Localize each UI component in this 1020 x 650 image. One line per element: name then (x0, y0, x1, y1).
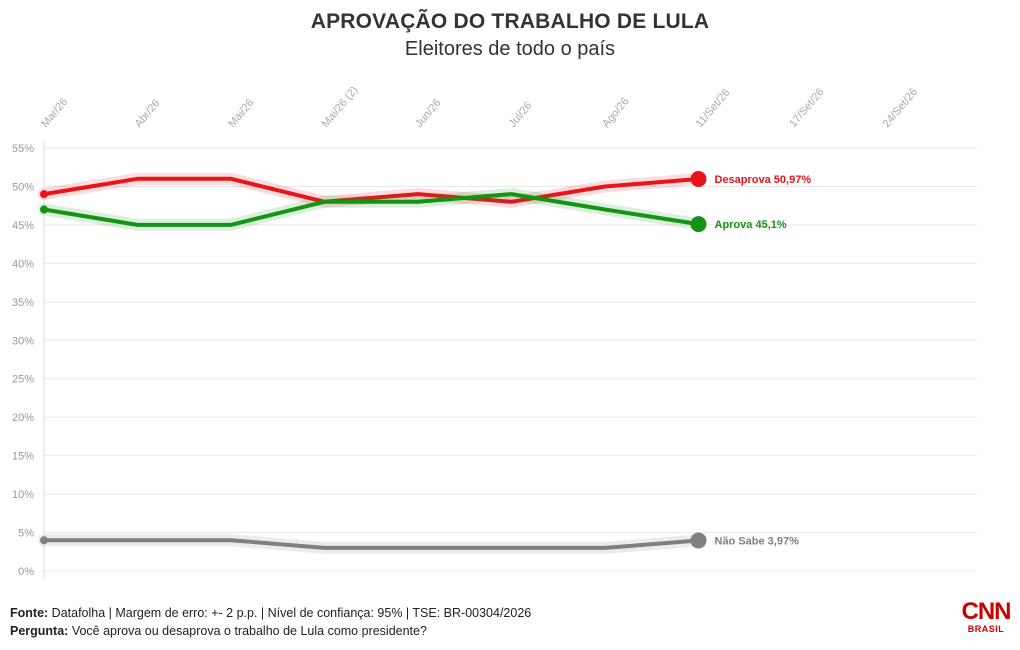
series-end-label: Não Sabe 3,97% (715, 535, 800, 547)
series-start-point (40, 190, 48, 199)
series-end-label: Aprova 45,1% (715, 219, 787, 231)
x-tick-label: Jul/26 (507, 100, 535, 130)
x-tick-label: 17/Set/26 (787, 86, 826, 130)
x-tick-label: Jun/26 (413, 97, 443, 130)
cnn-brasil-logo: CNN BRASIL (958, 598, 1014, 635)
series-start-point (40, 205, 48, 214)
footer: Fonte: Datafolha | Margem de erro: +- 2 … (10, 604, 531, 640)
series-end-point (690, 532, 707, 549)
source-label: Fonte: (10, 606, 49, 620)
x-tick-label: 11/Set/26 (694, 87, 733, 130)
line-chart: 0% 5% 10% 15% 20% 25% 30% 35% 40% 45% 50% 55% Mar/26… (12, 84, 977, 580)
source-text: Datafolha | Margem de erro: +- 2 p.p. | … (51, 606, 532, 620)
y-tick-label: 10% (12, 489, 34, 501)
y-tick-label: 0% (18, 566, 34, 578)
chart-subtitle: Eleitores de todo o país (404, 38, 616, 60)
series-line (42, 176, 701, 204)
x-tick-label: Mai/26 (226, 97, 256, 130)
y-tick-label: 5% (18, 528, 34, 540)
series-start-point (40, 536, 48, 545)
x-tick-label: Ago/26 (600, 95, 632, 129)
y-tick-label: 50% (12, 181, 34, 193)
series-end-point (690, 170, 707, 187)
series-line (42, 192, 701, 227)
logo-subtext: BRASIL (967, 624, 1005, 634)
x-tick-label: Mar/26 (39, 96, 70, 130)
y-tick-label: 55% (12, 143, 34, 155)
series-end-label: Desaprova 50,97% (715, 174, 812, 186)
y-tick-label: 35% (12, 297, 34, 309)
series-line (42, 538, 701, 550)
x-tick-label: Mai/26 (2) (320, 84, 361, 130)
y-tick-label: 45% (12, 220, 34, 232)
logo-text: CNN (961, 598, 1012, 625)
x-tick-label: Abr/26 (133, 97, 163, 130)
question-label: Pergunta: (10, 624, 69, 638)
y-tick-label: 30% (12, 335, 34, 347)
y-tick-label: 40% (12, 258, 34, 270)
y-tick-label: 15% (12, 451, 34, 463)
y-tick-label: 20% (12, 412, 34, 424)
question-text: Você aprova ou desaprova o trabalho de L… (71, 624, 427, 638)
y-tick-label: 25% (12, 374, 34, 386)
series-end-point (690, 216, 707, 233)
question-line: Pergunta: Você aprova ou desaprova o tra… (10, 622, 531, 640)
x-tick-label: 24/Set/26 (881, 86, 920, 130)
source-line: Fonte: Datafolha | Margem de erro: +- 2 … (10, 604, 531, 622)
chart-title: APROVAÇÃO DO TRABALHO DE LULA (310, 10, 710, 33)
